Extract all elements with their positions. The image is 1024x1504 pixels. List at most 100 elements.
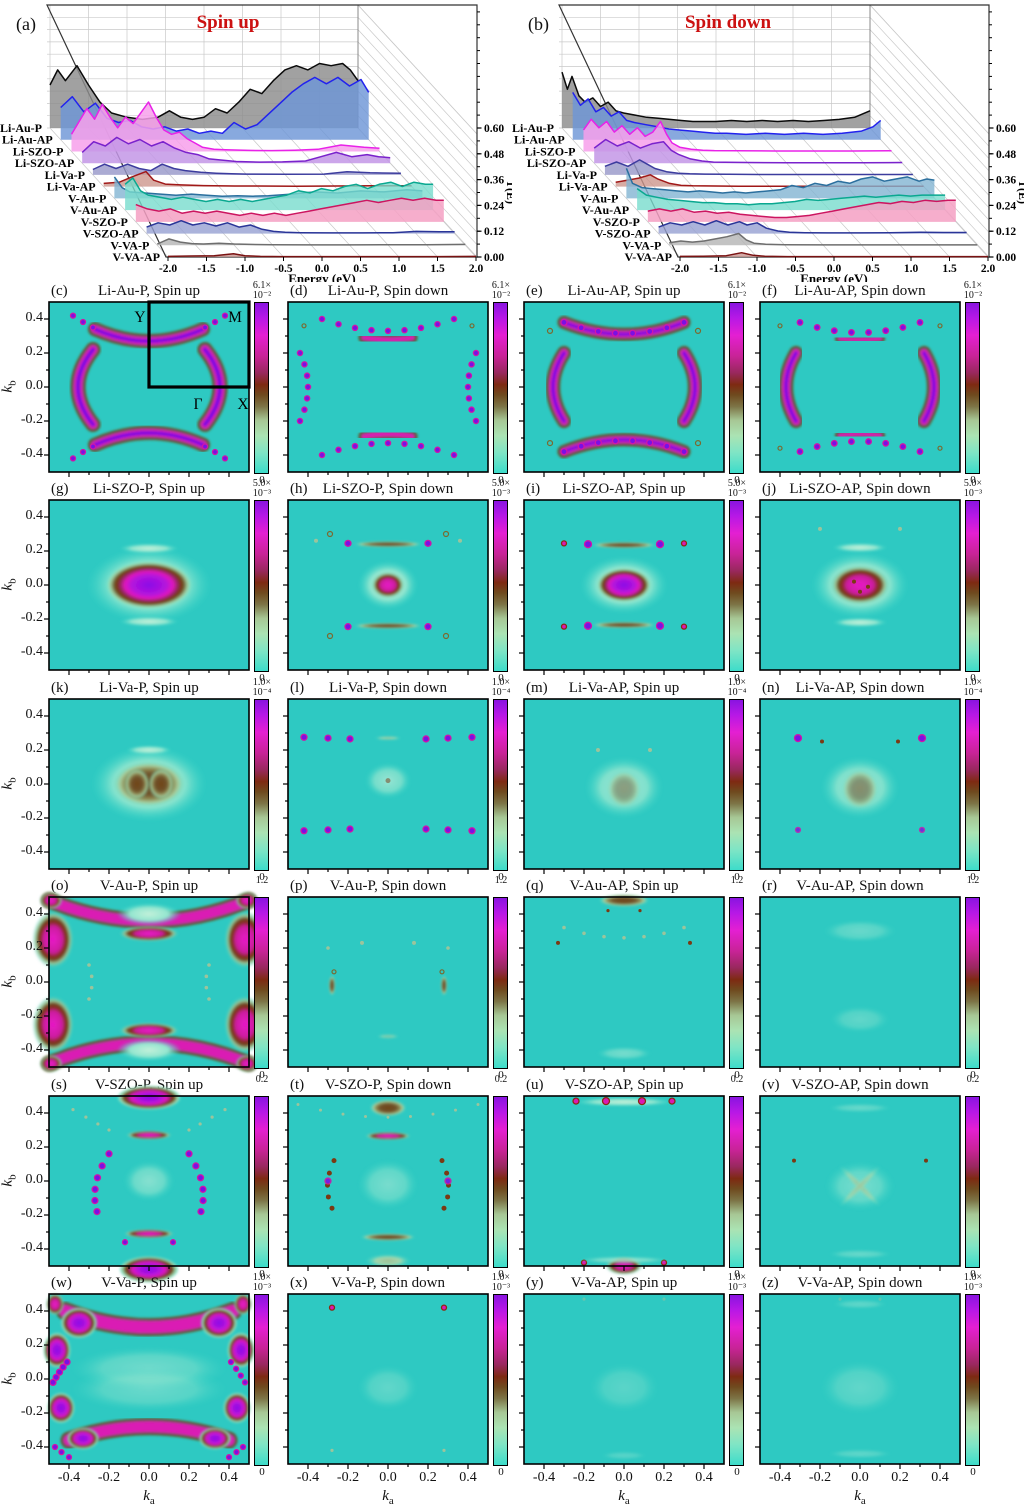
colorbar-max-label: 1.0× 10⁻³: [491, 1272, 511, 1293]
x-axis-tick-label: 0.0: [379, 1470, 397, 1485]
heatmap-panel-(d): Li-Au-P, Spin down (d) 6.1× 10⁻² 0: [283, 281, 522, 486]
heatmap-map-(t): [283, 1095, 489, 1271]
panel-title: V-Au-AP, Spin down: [796, 878, 924, 894]
y-axis-tick-label: 0.0: [25, 378, 44, 393]
colorbar-min-label: 0: [734, 1069, 740, 1081]
svg-text:-2.0: -2.0: [671, 263, 689, 275]
heatmap-panel-(h): Li-SZO-P, Spin down (h) 5.0× 10⁻³ 0: [283, 478, 522, 684]
heatmap-map-(z): [755, 1293, 961, 1469]
x-axis-label: ka: [854, 1488, 866, 1504]
x-axis-tick-label: 0.4: [220, 1470, 238, 1485]
svg-text:-1.5: -1.5: [709, 263, 727, 275]
panel-letter-b: (b): [528, 14, 549, 34]
svg-text:0.00: 0.00: [996, 252, 1016, 264]
svg-text:Li-Au-P: Li-Au-P: [0, 121, 42, 135]
colorbar-(s): [254, 1096, 269, 1268]
heatmap-panel-(r): V-Au-AP, Spin down (r) 1.2 0: [755, 876, 994, 1081]
colorbar-max-label: 0.2: [966, 1074, 980, 1085]
svg-text:0.0: 0.0: [827, 263, 842, 275]
heatmap-map-(w): [43, 1293, 255, 1469]
svg-text:T(E): T(E): [504, 180, 512, 204]
x-axis-tick-label: -0.4: [296, 1470, 320, 1485]
colorbar-(k): [254, 699, 269, 871]
svg-text:0.48: 0.48: [996, 149, 1016, 161]
panel-letter: (c): [51, 283, 68, 299]
heatmap-panel-(m): Li-Va-AP, Spin up (m) 1.0× 10⁻⁴ 0: [519, 678, 758, 883]
svg-text:Li-SZO-P: Li-SZO-P: [13, 144, 64, 158]
svg-text:V-Au-AP: V-Au-AP: [582, 203, 629, 217]
svg-text:Li-Au-P: Li-Au-P: [512, 121, 554, 135]
svg-text:V-VA-AP: V-VA-AP: [624, 250, 672, 264]
colorbar-max-label: 6.1× 10⁻²: [963, 280, 983, 301]
heatmap-panel-(e): Li-Au-AP, Spin up (e) 6.1× 10⁻² 0: [519, 280, 758, 486]
colorbar-min-label: 0: [734, 672, 740, 684]
x-axis-tick-label: 0.4: [931, 1470, 949, 1485]
heatmap-map-(x): [283, 1293, 489, 1469]
panel-title: V-SZO-AP, Spin down: [791, 1077, 929, 1093]
panel-title: V-Au-P, Spin up: [99, 878, 199, 894]
colorbar-min-label: 0: [970, 474, 976, 486]
panel-letter: (l): [290, 680, 305, 696]
panel-title: Li-SZO-P, Spin up: [92, 481, 206, 497]
colorbar-(x): [493, 1294, 508, 1466]
heatmap-panel-(c): Li-Au-P, Spin up (c) Y M Γ X 6.1× 10⁻² 0 0.4 0.2 0…: [0, 281, 286, 487]
y-axis-tick-label: 0.0: [25, 1172, 44, 1187]
y-axis-tick-label: -0.2: [20, 1404, 43, 1419]
svg-text:Li-Va-P: Li-Va-P: [45, 168, 85, 182]
svg-text:0.36: 0.36: [996, 175, 1016, 187]
heatmap-panel-(i): Li-SZO-AP, Spin up (i) 5.0× 10⁻³ 0: [519, 479, 758, 684]
heatmap-panel-(t): V-SZO-P, Spin down (t) 0.2 0: [283, 1074, 522, 1280]
colorbar-max-label: 1.0× 10⁻³: [963, 1272, 983, 1293]
heatmap-map-(f): [755, 301, 961, 477]
svg-text:Li-SZO-AP: Li-SZO-AP: [15, 156, 74, 170]
colorbar-max-label: 1.2: [730, 875, 744, 886]
colorbar-max-label: 5.0× 10⁻³: [491, 478, 511, 499]
svg-text:0.0: 0.0: [315, 263, 330, 275]
svg-text:V-VA-P: V-VA-P: [622, 238, 661, 252]
colorbar-max-label: 6.1× 10⁻²: [727, 280, 747, 301]
svg-text:1.5: 1.5: [430, 263, 445, 275]
panel-letter: (p): [290, 878, 308, 894]
panel-title: Li-SZO-AP, Spin up: [562, 481, 686, 497]
heatmap-panel-(x): V-Va-P, Spin down (x) 1.0× 10⁻³ 0 -0.4 -0.2 0.…: [283, 1272, 522, 1504]
panel-title: V-SZO-AP, Spin up: [564, 1077, 684, 1093]
heatmap-map-(r): [755, 896, 961, 1072]
x-axis-tick-label: 0.0: [851, 1470, 869, 1485]
x-axis-label: ka: [618, 1488, 630, 1504]
panel-title: Li-Au-P, Spin down: [327, 283, 449, 299]
bz-label-M: M: [228, 309, 242, 326]
colorbar-min-label: 0: [259, 1466, 265, 1478]
svg-text:-1.0: -1.0: [236, 263, 254, 275]
panel-title: V-Au-P, Spin down: [329, 878, 447, 894]
y-axis-tick-label: -0.4: [20, 1041, 43, 1056]
colorbar-min-label: 0: [734, 871, 740, 883]
heatmap-map-(y): [519, 1293, 725, 1469]
colorbar-(y): [729, 1294, 744, 1466]
svg-text:Li-Va-AP: Li-Va-AP: [559, 180, 608, 194]
heatmap-map-(n): [755, 698, 961, 874]
colorbar-(t): [493, 1096, 508, 1268]
colorbar-max-label: 0.2: [494, 1074, 508, 1085]
heatmap-panel-(o): V-Au-P, Spin up (o) 1.2 0 0.4 0.2 0.0 -0.2 -0.4…: [0, 876, 286, 1081]
colorbar-(f): [965, 302, 980, 474]
panel-letter: (r): [762, 878, 777, 894]
colorbar-(h): [493, 500, 508, 672]
svg-text:Energy (eV): Energy (eV): [800, 271, 868, 282]
x-axis-tick-label: -0.2: [336, 1470, 360, 1485]
heatmap-map-(h): [283, 499, 489, 675]
colorbar-min-label: 0: [970, 1268, 976, 1280]
panel-letter: (x): [290, 1275, 308, 1291]
heatmap-panel-(z): V-Va-AP, Spin down (z) 1.0× 10⁻³ 0 -0.4 -0.2 0…: [755, 1272, 994, 1504]
colorbar-max-label: 1.0× 10⁻⁴: [963, 677, 983, 698]
colorbar-(i): [729, 500, 744, 672]
svg-text:Li-SZO-AP: Li-SZO-AP: [527, 156, 586, 170]
svg-text:0.60: 0.60: [484, 123, 504, 135]
colorbar-(d): [493, 302, 508, 474]
x-axis-tick-label: 0.2: [419, 1470, 437, 1485]
y-axis-label: kb: [0, 777, 19, 790]
heatmap-map-(v): [755, 1095, 961, 1271]
x-axis-tick-label: 0.2: [655, 1470, 673, 1485]
colorbar-max-label: 1.0× 10⁻³: [727, 1272, 747, 1293]
waterfall-svg-spin-up: Li-Au-PLi-Au-APLi-SZO-PLi-SZO-APLi-Va-PL…: [0, 4, 518, 286]
svg-text:Li-Au-AP: Li-Au-AP: [514, 133, 565, 147]
